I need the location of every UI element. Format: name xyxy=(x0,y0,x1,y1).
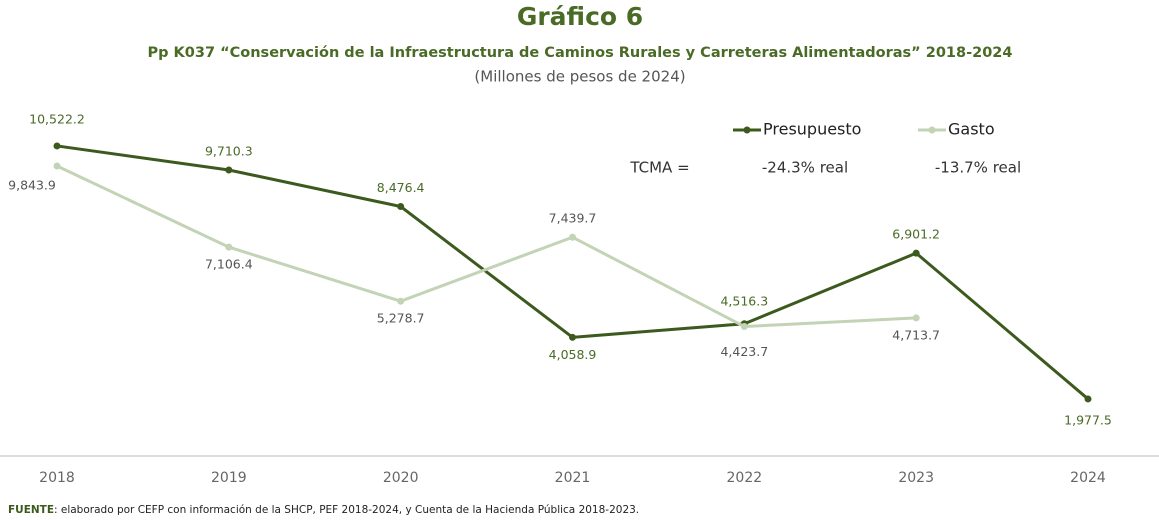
data-label: 6,901.2 xyxy=(892,227,940,242)
units: (Millones de pesos de 2024) xyxy=(474,68,685,86)
legend-label: Presupuesto xyxy=(763,120,861,139)
point xyxy=(225,243,233,251)
data-label: 7,439.7 xyxy=(549,211,597,226)
data-label: 4,058.9 xyxy=(549,347,597,362)
tcma-value: -24.3% real xyxy=(762,159,848,177)
point xyxy=(912,314,920,322)
chart-title: Gráfico 6 xyxy=(517,2,643,31)
source: FUENTE: elaborado por CEFP con informaci… xyxy=(8,504,639,516)
x-tick-label: 2020 xyxy=(383,470,419,486)
point xyxy=(53,162,61,170)
point xyxy=(1084,395,1092,403)
series-line xyxy=(56,164,917,329)
data-label: 4,713.7 xyxy=(892,327,940,342)
legend-marker xyxy=(928,126,936,134)
x-tick-label: 2018 xyxy=(39,470,75,486)
x-tick-label: 2024 xyxy=(1070,470,1106,486)
tcma-value: -13.7% real xyxy=(935,159,1021,177)
point xyxy=(740,323,748,331)
point xyxy=(53,142,61,150)
source-label: FUENTE xyxy=(8,504,54,516)
chart-subtitle: Pp K037 “Conservación de la Infraestruct… xyxy=(148,45,1013,61)
point xyxy=(397,297,405,305)
data-label: 5,278.7 xyxy=(377,311,425,326)
point xyxy=(397,203,405,211)
data-label: 10,522.2 xyxy=(29,111,85,126)
x-tick-label: 2023 xyxy=(898,470,934,486)
data-label: 1,977.5 xyxy=(1064,412,1112,427)
data-label: 9,710.3 xyxy=(205,143,253,158)
point xyxy=(225,166,233,174)
x-tick-label: 2021 xyxy=(555,470,591,486)
data-label: 8,476.4 xyxy=(377,180,425,195)
data-label: 7,106.4 xyxy=(205,257,253,272)
point xyxy=(569,333,576,341)
source-text: : elaborado por CEFP con información de … xyxy=(54,504,639,516)
legend-label: Gasto xyxy=(948,120,995,139)
tcma-label: TCMA = xyxy=(629,159,689,177)
data-label: 4,516.3 xyxy=(720,293,768,308)
x-tick-label: 2019 xyxy=(211,470,247,486)
x-tick-label: 2022 xyxy=(727,470,763,486)
point xyxy=(569,233,576,241)
data-label: 9,843.9 xyxy=(8,178,56,193)
point xyxy=(912,249,920,257)
legend-marker xyxy=(743,126,751,134)
data-label: 4,423.7 xyxy=(720,344,768,359)
